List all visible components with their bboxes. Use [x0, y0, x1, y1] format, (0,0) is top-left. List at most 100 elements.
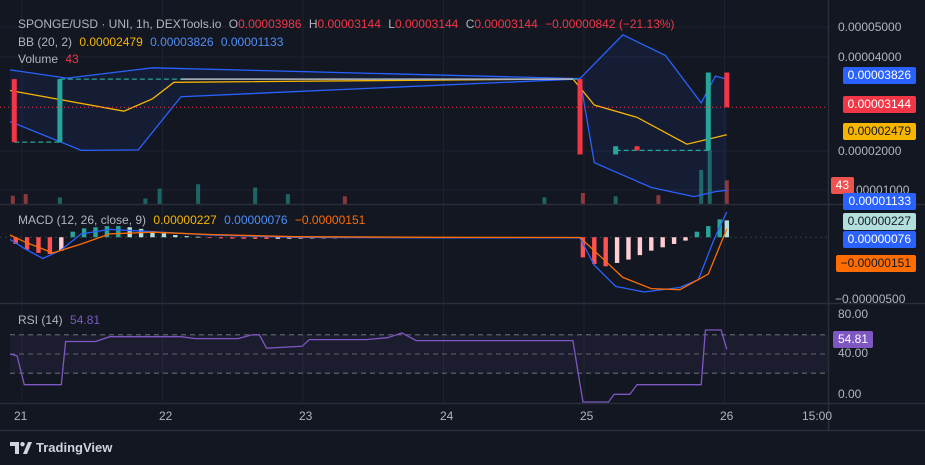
volume-bar [707, 150, 712, 204]
macd-tick: −0.00000500 [835, 292, 906, 306]
candle [705, 72, 711, 151]
macd-histogram-bar [218, 237, 224, 239]
candle [11, 79, 17, 143]
close-value: 0.00003144 [474, 17, 538, 31]
volume-bar [253, 187, 258, 204]
macd-histogram-bar [173, 235, 178, 238]
ohlc-legend: SPONGE/USD · UNI, 1h, DEXTools.io O0.000… [18, 17, 675, 31]
change-value: −0.00000842 (−21.13%) [545, 17, 675, 31]
price-tick: 0.00004000 [838, 50, 902, 64]
macd-tag: 0.00000227 [842, 213, 916, 230]
time-tick: 23 [299, 409, 313, 423]
macd-legend[interactable]: MACD (12, 26, close, 9) 0.00000227 0.000… [18, 213, 366, 227]
volume-legend[interactable]: Volume 43 [18, 52, 79, 66]
bb-legend[interactable]: BB (20, 2) 0.00002479 0.00003826 0.00001… [18, 35, 284, 49]
macd-histogram-bar [184, 236, 189, 238]
volume-bar [23, 194, 28, 204]
rsi-tag: 54.81 [832, 331, 873, 348]
macd-histogram-bar [13, 237, 18, 244]
volume-bar [196, 184, 201, 204]
rsi-tick: 80.00 [838, 307, 869, 321]
signal-tag: 0.00000076 [842, 231, 916, 248]
macd-histogram-bar [614, 237, 620, 263]
volume-bar [285, 194, 290, 204]
macd-histogram-bar [207, 237, 212, 239]
macd-histogram-bar [47, 237, 53, 254]
signal-line [9, 228, 728, 291]
volume-bar [542, 197, 547, 204]
macd-histogram-bar [683, 237, 688, 241]
bb-upper-tag: 0.00003826 [842, 67, 916, 84]
macd-histogram-bar [36, 237, 41, 253]
volume-bar [157, 188, 162, 204]
volume-bar [580, 193, 585, 204]
rsi-pane [9, 329, 828, 403]
volume-tag: 43 [830, 177, 854, 194]
macd-histogram-bar [127, 227, 132, 238]
time-tick: 21 [14, 409, 28, 423]
rsi-tick: 40.00 [838, 346, 869, 360]
macd-histogram-bar [649, 237, 654, 251]
rsi-tick: 0.00 [838, 387, 862, 401]
time-tick: 24 [440, 409, 454, 423]
macd-histogram-bar [603, 237, 608, 267]
signal-value: 0.00000076 [224, 213, 288, 227]
low-value: 0.00003144 [394, 17, 459, 31]
symbol-title[interactable]: SPONGE/USD · UNI, 1h, DEXTools.io [18, 17, 222, 31]
volume-bars [10, 150, 729, 204]
macd-histogram-bar [150, 231, 155, 238]
time-tick: 26 [720, 409, 734, 423]
macd-histogram-bar [70, 231, 75, 238]
bollinger-band-fill [10, 34, 727, 197]
tradingview-logo[interactable]: TradingView [10, 440, 112, 455]
macd-histogram-bar [660, 237, 665, 248]
bb-upper-value: 0.00003826 [150, 35, 214, 49]
bollinger-fill [10, 34, 727, 197]
rsi-value: 54.81 [70, 313, 101, 327]
volume-bar [57, 197, 62, 204]
candles[interactable] [0, 72, 828, 155]
volume-bar [724, 180, 729, 204]
candle [724, 72, 730, 108]
macd-histogram-bar [161, 233, 167, 238]
macd-histogram-bar [264, 237, 269, 239]
bb-lower-tag: 0.00001133 [843, 193, 916, 210]
bb-lower-value: 0.00001133 [220, 35, 284, 49]
macd-pane [0, 211, 828, 293]
candle [577, 79, 583, 155]
macd-histogram-bar [59, 237, 64, 251]
macd-histogram-bar [287, 237, 292, 239]
bb-basis-value: 0.00002479 [79, 35, 143, 49]
time-tick: 15:00 [802, 409, 833, 423]
bb-basis-tag: 0.00002479 [842, 123, 916, 140]
volume-bar [656, 195, 661, 204]
hist-tag: −0.00000151 [835, 255, 916, 272]
macd-histogram-bar [195, 236, 201, 238]
volume-bar [342, 196, 347, 204]
candle [57, 79, 63, 143]
macd-histogram-bar [626, 237, 631, 260]
volume-bar [10, 195, 15, 204]
macd-histogram-bar [275, 237, 281, 239]
rsi-legend[interactable]: RSI (14) 54.81 [18, 313, 101, 327]
macd-histogram-bar [81, 228, 87, 238]
hist-value: −0.00000151 [294, 213, 366, 227]
bb-lower-line [9, 78, 727, 198]
macd-histogram-bar [694, 231, 700, 238]
volume-bar [613, 196, 618, 204]
rsi-line [9, 329, 728, 403]
open-value: 0.00003986 [238, 17, 302, 31]
macd-histogram-bar [580, 237, 586, 258]
macd-histogram-bar [104, 226, 110, 238]
candle [613, 146, 619, 155]
macd-histogram-bar [671, 237, 677, 244]
pane-separators[interactable] [0, 0, 925, 432]
high-value: 0.00003144 [317, 17, 381, 31]
price-tick: 0.00002000 [838, 144, 902, 158]
volume-bar [143, 198, 148, 204]
volume-bar [699, 169, 704, 204]
brand-name: TradingView [36, 440, 113, 455]
tradingview-icon [10, 441, 32, 454]
